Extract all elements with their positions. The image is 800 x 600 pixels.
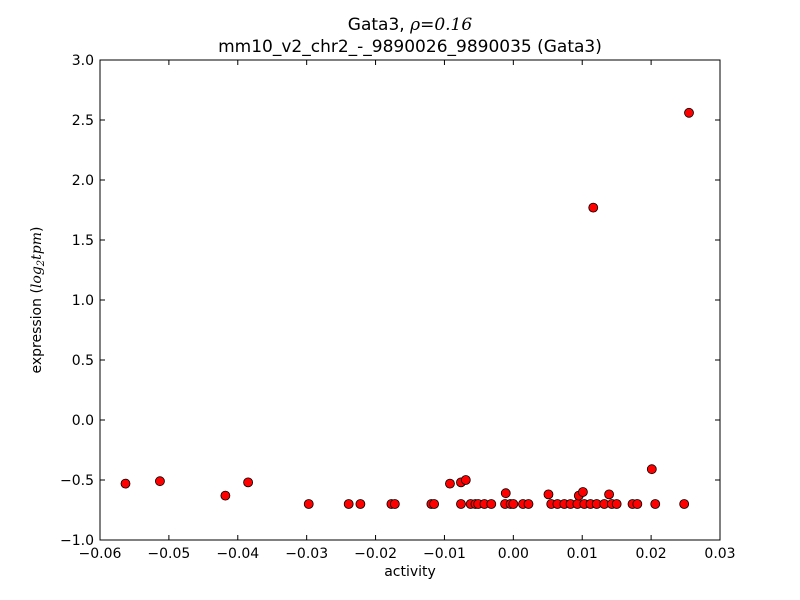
y-tick-label: 2.5 [72, 113, 94, 129]
y-tick-label: 3.0 [72, 53, 94, 69]
x-tick-label: −0.06 [79, 546, 122, 562]
x-tick-label: 0.03 [704, 546, 735, 562]
y-axis-label-tpm: tpm [29, 232, 45, 260]
data-point [460, 475, 471, 485]
data-point [155, 476, 165, 487]
data-point [611, 499, 622, 509]
data-point [679, 499, 690, 509]
y-axis: −1.0 −0.5 0.0 0.5 1.0 1.5 2.0 2.5 3.0 [60, 53, 720, 549]
data-point [343, 499, 354, 509]
data-point [646, 464, 657, 475]
data-point [355, 499, 366, 509]
chart-title: Gata3, ρ=0.16 mm10_v2_chr2_-_9890026_989… [218, 15, 602, 57]
y-tick-label: −1.0 [60, 533, 94, 549]
y-tick-label: −0.5 [60, 473, 94, 489]
y-tick-label: 0.5 [72, 353, 94, 369]
data-point [508, 499, 519, 509]
points-layer [120, 107, 694, 509]
data-point [684, 107, 694, 118]
data-point [578, 487, 588, 497]
y-tick-label: 2.0 [72, 173, 94, 189]
x-tick-label: 0.00 [498, 546, 529, 562]
y-axis-label-suffix: ) [29, 226, 45, 231]
x-tick-label: −0.05 [147, 546, 190, 562]
chart-title-line1: Gata3, ρ=0.16 [348, 15, 473, 35]
plot-area [100, 60, 720, 540]
data-point [445, 478, 455, 489]
chart-title-gene: Gata3, [348, 15, 410, 35]
y-axis-label-sub: 2 [36, 260, 47, 267]
chart-title-rho-value: =0.16 [420, 15, 472, 35]
data-point [523, 499, 534, 509]
data-point [588, 202, 599, 213]
data-point [543, 489, 554, 500]
x-tick-label: −0.03 [285, 546, 328, 562]
data-point [456, 499, 466, 509]
data-point [500, 488, 511, 499]
y-axis-label: expression (log2tpm) [29, 226, 47, 373]
data-point [120, 478, 131, 489]
y-tick-label: 1.0 [72, 293, 94, 309]
data-point [389, 499, 400, 509]
data-point [604, 489, 614, 500]
y-tick-label: 1.5 [72, 233, 94, 249]
y-tick-label: 0.0 [72, 413, 94, 429]
data-point [303, 499, 314, 509]
y-axis-label-log: log [29, 266, 45, 288]
data-point [486, 499, 497, 509]
x-axis-label: activity [384, 564, 436, 580]
data-point [429, 499, 440, 509]
x-axis: −0.06 −0.05 −0.04 −0.03 −0.02 −0.01 0.00 0.01 0.… [79, 60, 736, 562]
chart-title-rho: ρ [409, 15, 420, 35]
data-point [650, 499, 661, 509]
x-tick-label: −0.04 [216, 546, 259, 562]
y-axis-label-prefix: expression ( [29, 288, 45, 373]
x-tick-label: −0.01 [423, 546, 466, 562]
chart-title-line2: mm10_v2_chr2_-_9890026_9890035 (Gata3) [218, 37, 602, 57]
data-point [632, 499, 643, 509]
x-tick-label: −0.02 [354, 546, 397, 562]
x-tick-label: 0.02 [636, 546, 667, 562]
x-tick-label: 0.01 [567, 546, 598, 562]
data-point [243, 477, 254, 488]
data-point [220, 490, 231, 501]
